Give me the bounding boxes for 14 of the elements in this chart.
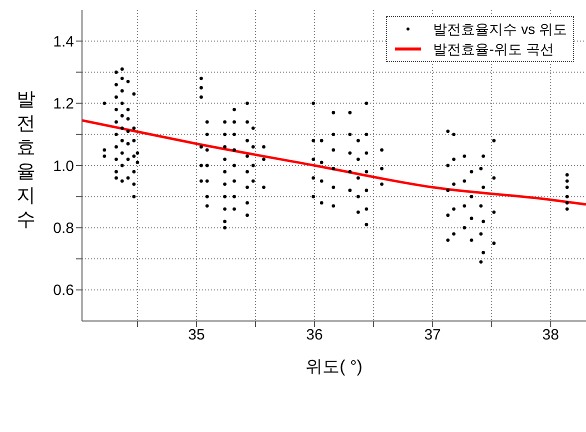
line-series [82,119,586,206]
legend-label: 발전효율지수 vs 위도 [433,20,567,39]
y-tick-label: 1.2 [53,96,74,113]
y-tick-label: 0.8 [53,220,74,238]
x-tick-label: 38 [542,326,559,344]
y-axis-title: 발전효율지수 [16,90,36,230]
x-tick-label: 35 [188,326,205,344]
y-tick-label: 1.4 [53,33,74,50]
y-tick-label: 1.0 [53,158,74,175]
legend-label: 발전효율-위도 곡선 [433,40,554,59]
y-tick-label: 0.6 [53,282,74,300]
x-tick-label: 37 [424,326,441,344]
x-tick-label: 36 [306,326,323,344]
x-axis-title: 위도( °) [306,357,362,376]
